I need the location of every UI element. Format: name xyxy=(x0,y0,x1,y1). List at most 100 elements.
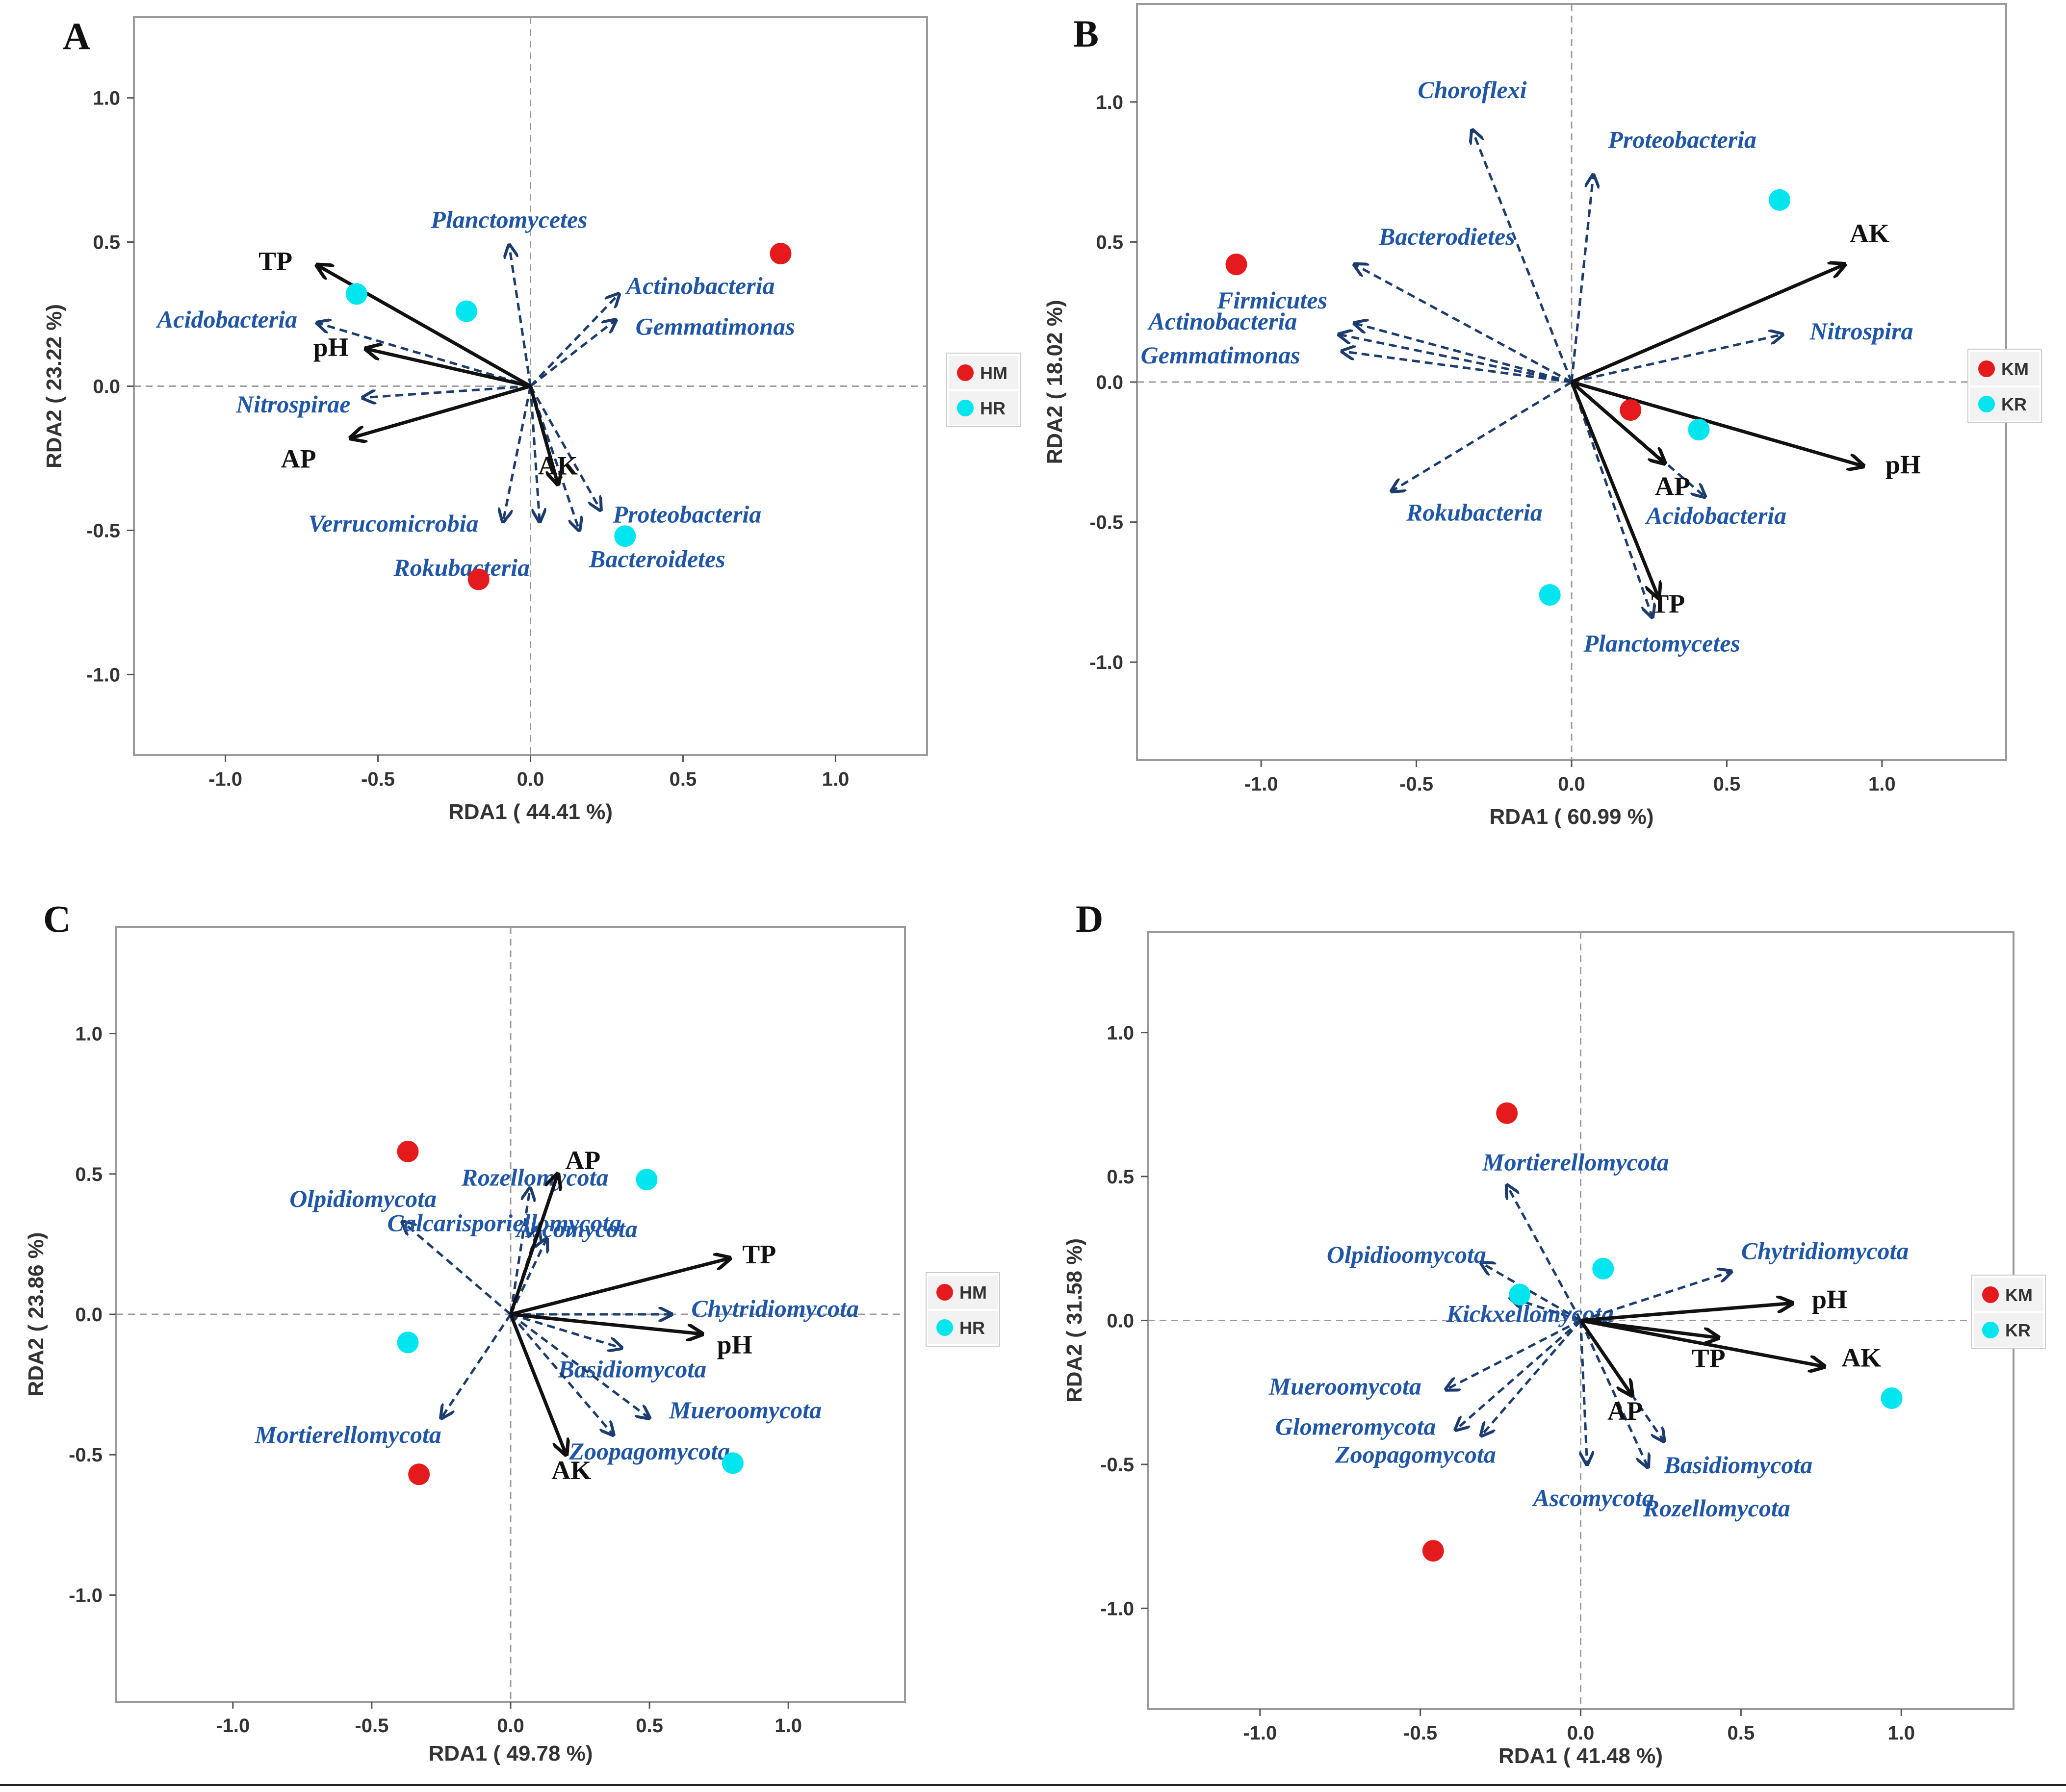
x-tick-label: 1.0 xyxy=(775,1715,802,1737)
sample-point-hr xyxy=(614,525,636,547)
env-label: TP xyxy=(1651,589,1685,618)
y-tick-label: 1.0 xyxy=(75,1024,103,1045)
x-tick-label: 1.0 xyxy=(822,768,850,790)
env-label: AK xyxy=(551,1456,591,1485)
y-tick-label: 1.0 xyxy=(93,88,120,109)
panel-d: D -1.0 -0.5 0.0 0.5 1.0 1.0 0.5 0.0 -0.5 -1.0 RDA1 … xyxy=(1062,897,2046,1768)
legend-marker xyxy=(957,364,974,381)
env-vector xyxy=(529,385,558,485)
x-axis-title: RDA1 ( 60.99 %) xyxy=(1489,805,1653,829)
species-label: Mueroomycota xyxy=(1268,1372,1421,1400)
species-label: Ascomycota xyxy=(1532,1484,1654,1511)
legend-marker xyxy=(957,400,974,416)
species-vector xyxy=(529,294,619,387)
legend-marker xyxy=(1978,360,1995,377)
species-label: Calcarisporiellomycota xyxy=(387,1209,622,1236)
env-vector xyxy=(1580,1319,1825,1367)
y-tick-label: 0.0 xyxy=(93,376,120,398)
species-label: Firmicutes xyxy=(1216,286,1327,314)
species-label: Nitrospira xyxy=(1809,317,1913,345)
sample-point-hr xyxy=(397,1331,419,1354)
species-vector xyxy=(510,1313,649,1418)
sample-point-hr xyxy=(455,300,477,322)
sample-point-kr xyxy=(1769,189,1791,211)
species-label: Chytridiomycota xyxy=(1741,1237,1909,1265)
sample-point-kr xyxy=(1881,1387,1903,1409)
species-label: Mortierellomycota xyxy=(254,1421,441,1448)
legend: KM KR xyxy=(1971,1275,2046,1349)
legend-label: KM xyxy=(2001,359,2029,379)
species-vector xyxy=(1571,334,1782,384)
species-vector xyxy=(1392,381,1573,491)
x-tick-label: -1.0 xyxy=(208,768,242,790)
env-label: AK xyxy=(1850,219,1889,248)
species-vector xyxy=(1472,130,1573,383)
species-vector xyxy=(317,323,531,387)
sample-point-hm xyxy=(770,243,792,265)
species-label: Acidobacteria xyxy=(1645,502,1786,529)
env-vector xyxy=(1570,381,1658,598)
species-vector xyxy=(503,386,532,522)
legend-marker xyxy=(936,1284,953,1301)
env-vector xyxy=(1570,381,1665,463)
species-label: Chytridiomycota xyxy=(691,1295,859,1322)
x-tick-label: -0.5 xyxy=(355,1715,388,1737)
x-tick-label: 0.5 xyxy=(636,1715,663,1737)
y-tick-label: 0.5 xyxy=(75,1164,103,1185)
panels: A -1.0 -0.5 0.0 0.5 1.0 1.0 0.5 0.0 -0.5 -1.0 RDA1 … xyxy=(24,3,2046,1768)
species-vector xyxy=(1579,1320,1664,1442)
legend-label: HM xyxy=(980,363,1007,383)
legend-marker xyxy=(1978,396,1995,412)
species-vector xyxy=(1570,175,1593,383)
legend-label: HR xyxy=(980,398,1006,418)
env-label: TP xyxy=(258,247,292,276)
legend: KM KR xyxy=(1967,349,2042,423)
species-label: Actinobacteria xyxy=(1147,307,1297,335)
y-tick-label: 1.0 xyxy=(1107,1022,1134,1044)
species-label: Verrucomicrobia xyxy=(308,510,478,537)
sample-point-km xyxy=(1496,1102,1518,1124)
y-tick-label: 0.5 xyxy=(1107,1166,1134,1188)
x-tick-label: -0.5 xyxy=(361,768,395,790)
species-label: Acidobacteria xyxy=(155,306,297,333)
env-vector xyxy=(351,384,531,438)
sample-point-kr xyxy=(1509,1283,1531,1306)
sample-point-hm xyxy=(408,1463,430,1485)
legend: HM HR xyxy=(926,1272,1000,1347)
sample-point-hr xyxy=(346,283,368,305)
x-tick-label: 0.5 xyxy=(1713,773,1741,795)
species-label: Bacteroidetes xyxy=(589,545,725,572)
env-vector xyxy=(510,1258,730,1316)
legend-marker xyxy=(1982,1286,1999,1303)
species-label: Olpidioomycota xyxy=(1327,1241,1486,1268)
species-label: Bacterodietes xyxy=(1378,223,1515,250)
species-vector xyxy=(1456,1319,1582,1430)
y-tick-label: -1.0 xyxy=(1100,1598,1134,1620)
legend-label: KM xyxy=(2005,1285,2033,1305)
env-label: AK xyxy=(1841,1343,1881,1372)
y-tick-label: -0.5 xyxy=(86,520,120,541)
y-tick-label: 0.0 xyxy=(1107,1310,1134,1332)
species-vector xyxy=(509,1188,530,1315)
sample-point-hm xyxy=(467,568,490,590)
sample-point-km xyxy=(1422,1540,1444,1562)
x-tick-label: 0.0 xyxy=(517,768,544,790)
x-axis-title: RDA1 ( 49.78 %) xyxy=(428,1741,593,1766)
env-label: AP xyxy=(281,444,316,473)
sample-point-km xyxy=(1225,254,1247,276)
y-tick-label: 0.0 xyxy=(1096,372,1123,393)
species-vector xyxy=(529,320,616,387)
sample-point-hr xyxy=(722,1452,744,1474)
species-label: Gemmatimonas xyxy=(1141,341,1300,369)
env-vector xyxy=(1571,264,1845,384)
sample-point-hr xyxy=(636,1169,658,1191)
species-label: Proteobacteria xyxy=(613,500,762,528)
species-label: Rokubacteria xyxy=(393,554,530,581)
species-label: Mueroomycota xyxy=(669,1396,822,1424)
species-label: Gemmatimonas xyxy=(636,312,795,340)
y-axis-title: RDA2 ( 23.22 %) xyxy=(42,304,66,468)
env-label: pH xyxy=(1885,450,1921,479)
species-label: Zoopagomycota xyxy=(1335,1440,1496,1468)
y-tick-label: -1.0 xyxy=(86,664,120,686)
env-vector xyxy=(1571,380,1863,466)
